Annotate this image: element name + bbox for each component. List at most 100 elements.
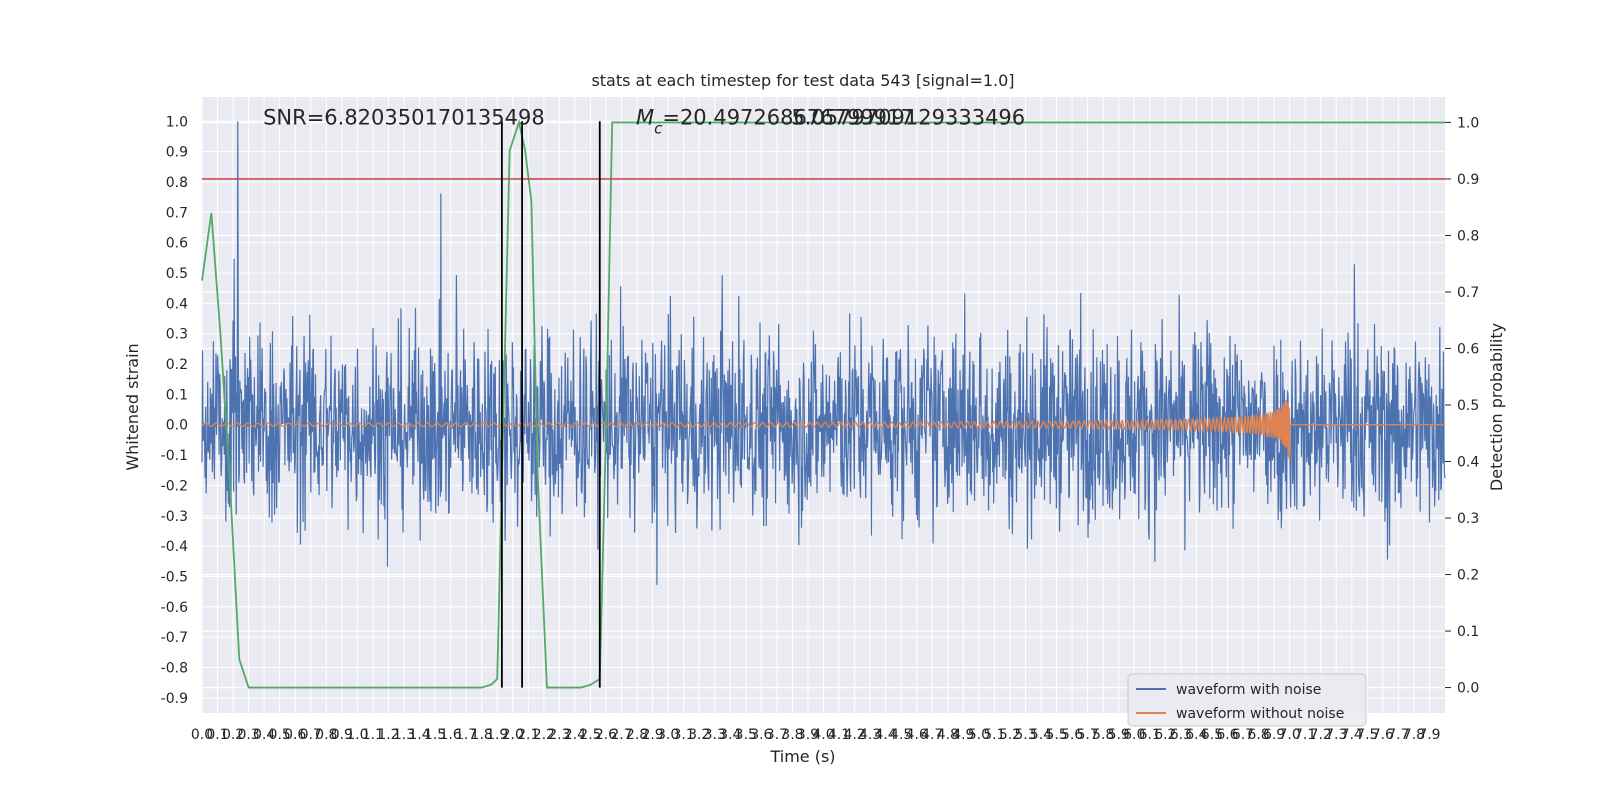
- x-tick-label: 0.5: [269, 727, 291, 743]
- x-tick-label: 6.7: [1232, 727, 1254, 743]
- x-tick-label: 5.6: [1061, 727, 1083, 743]
- legend-box: [1127, 673, 1367, 727]
- x-tick-label: 1.1: [362, 727, 384, 743]
- x-tick-label: 0.7: [300, 727, 322, 743]
- x-tick-label: 6.4: [1185, 727, 1207, 743]
- y-tick-label: -0.2: [161, 478, 188, 494]
- x-tick-label: 2.4: [564, 727, 586, 743]
- y-tick-label: 0.4: [166, 296, 188, 312]
- x-tick-label: 2.9: [641, 727, 663, 743]
- x-tick-label: 1.0: [346, 727, 368, 743]
- x-tick-label: 0.6: [284, 727, 306, 743]
- y2-tick-label: 0.0: [1457, 681, 1479, 697]
- y2-tick-label: 0.8: [1457, 228, 1479, 244]
- x-tick-label: 4.7: [921, 727, 943, 743]
- y-tick-label: 0.8: [166, 175, 188, 191]
- x-tick-label: 1.7: [455, 727, 477, 743]
- y-tick-label: 0.1: [166, 387, 188, 403]
- x-axis-label: Time (s): [769, 747, 835, 766]
- y-tick-label: -0.4: [161, 539, 188, 555]
- x-tick-label: 5.9: [1108, 727, 1130, 743]
- y-tick-label: -0.7: [161, 630, 188, 646]
- y-tick-label: 0.3: [166, 327, 188, 343]
- legend: waveform with noise waveform without nois…: [1127, 673, 1367, 727]
- y2-tick-label: 0.1: [1457, 624, 1479, 640]
- x-tick-label: 2.2: [533, 727, 555, 743]
- y-tick-label: 0.2: [166, 357, 188, 373]
- x-tick-label: 5.3: [1014, 727, 1036, 743]
- x-tick-label: 7.7: [1387, 727, 1409, 743]
- x-tick-label: 3.7: [766, 727, 788, 743]
- x-tick-label: 7.4: [1341, 727, 1363, 743]
- x-tick-label: 4.4: [875, 727, 897, 743]
- x-tick-label: 1.3: [393, 727, 415, 743]
- x-tick-label: 7.6: [1372, 727, 1394, 743]
- x-tick-label: 5.2: [999, 727, 1021, 743]
- x-tick-label: 0.0: [191, 727, 213, 743]
- x-tick-label: 5.7: [1077, 727, 1099, 743]
- x-tick-label: 7.2: [1310, 727, 1332, 743]
- x-tick-label: 2.5: [579, 727, 601, 743]
- legend-entry: waveform without noise: [1176, 706, 1344, 722]
- series-line-waveform-with-noise: [201, 121, 1446, 585]
- x-tick-label: 2.6: [595, 727, 617, 743]
- x-tick-label: 4.5: [890, 727, 912, 743]
- x-tick-label: 6.9: [1263, 727, 1285, 743]
- x-tick-label: 7.1: [1294, 727, 1316, 743]
- x-tick-label: 5.5: [1045, 727, 1067, 743]
- annotations: SNR=6.820350170135498 Mc=20.4972686767999…: [263, 105, 1025, 137]
- x-tick-label: 4.2: [843, 727, 865, 743]
- value-annotation: 5.0579709129333496: [791, 105, 1025, 129]
- y-tick-label: -0.1: [161, 448, 188, 464]
- y-axis: -0.9 -0.8 -0.7 -0.6 -0.5 -0.4 -0.3 -0.2 -0.1 0.0 0…: [161, 114, 188, 707]
- y2-tick-label: 1.0: [1457, 115, 1479, 131]
- y2-tick-label: 0.6: [1457, 341, 1479, 357]
- y-tick-label: -0.5: [161, 569, 188, 585]
- x-tick-label: 0.9: [331, 727, 353, 743]
- x-tick-label: 6.5: [1201, 727, 1223, 743]
- y-tick-label: 0.6: [166, 236, 188, 252]
- legend-entry: waveform with noise: [1176, 682, 1321, 698]
- x-tick-label: 7.8: [1403, 727, 1425, 743]
- x-tick-label: 0.8: [315, 727, 337, 743]
- y-tick-label: -0.6: [161, 600, 188, 616]
- x-tick-label: 6.6: [1216, 727, 1238, 743]
- y-tick-label: 0.0: [166, 418, 188, 434]
- x-tick-label: 2.7: [610, 727, 632, 743]
- y-tick-label: 0.5: [166, 266, 188, 282]
- y-tick-label: -0.8: [161, 660, 188, 676]
- x-tick-label: 2.8: [626, 727, 648, 743]
- x-tick-label: 4.3: [859, 727, 881, 743]
- series-line-detection-probability: [201, 119, 1445, 689]
- x-tick-label: 3.3: [704, 727, 726, 743]
- x-tick-label: 0.3: [237, 727, 259, 743]
- x-tick-label: 1.4: [408, 727, 430, 743]
- y2-tick-label: 0.3: [1457, 511, 1479, 527]
- x-tick-label: 3.4: [719, 727, 741, 743]
- x-tick-label: 3.1: [673, 727, 695, 743]
- x-tick-label: 5.1: [983, 727, 1005, 743]
- x-tick-label: 0.4: [253, 727, 275, 743]
- x-tick-label: 5.8: [1092, 727, 1114, 743]
- snr-annotation: SNR=6.820350170135498: [263, 105, 545, 129]
- x-tick-label: 0.1: [206, 727, 228, 743]
- series-line-waveform-without-noise: [201, 399, 1445, 462]
- chirp-mass-annotation: Mc=20.497268676799917: [636, 105, 914, 137]
- y2-tick-label: 0.2: [1457, 568, 1479, 584]
- x-tick-label: 3.5: [735, 727, 757, 743]
- x-tick-label: 3.9: [797, 727, 819, 743]
- x-tick-label: 4.8: [937, 727, 959, 743]
- x-axis: 0.00.10.20.30.40.50.60.70.80.91.01.11.21…: [191, 727, 1441, 743]
- x-tick-label: 2.1: [517, 727, 539, 743]
- x-tick-label: 5.4: [1030, 727, 1052, 743]
- x-tick-label: 4.6: [906, 727, 928, 743]
- x-tick-label: 5.0: [968, 727, 990, 743]
- x-tick-label: 6.3: [1170, 727, 1192, 743]
- x-tick-label: 1.2: [377, 727, 399, 743]
- x-tick-label: 3.6: [750, 727, 772, 743]
- x-tick-label: 1.5: [424, 727, 446, 743]
- y2-tick-label: 0.4: [1457, 455, 1479, 471]
- x-tick-label: 4.9: [952, 727, 974, 743]
- y2-axis: 0.0 0.1 0.2 0.3 0.4 0.5 0.6 0.7 0.8 0.9 1.0: [1445, 115, 1479, 697]
- x-tick-label: 0.2: [222, 727, 244, 743]
